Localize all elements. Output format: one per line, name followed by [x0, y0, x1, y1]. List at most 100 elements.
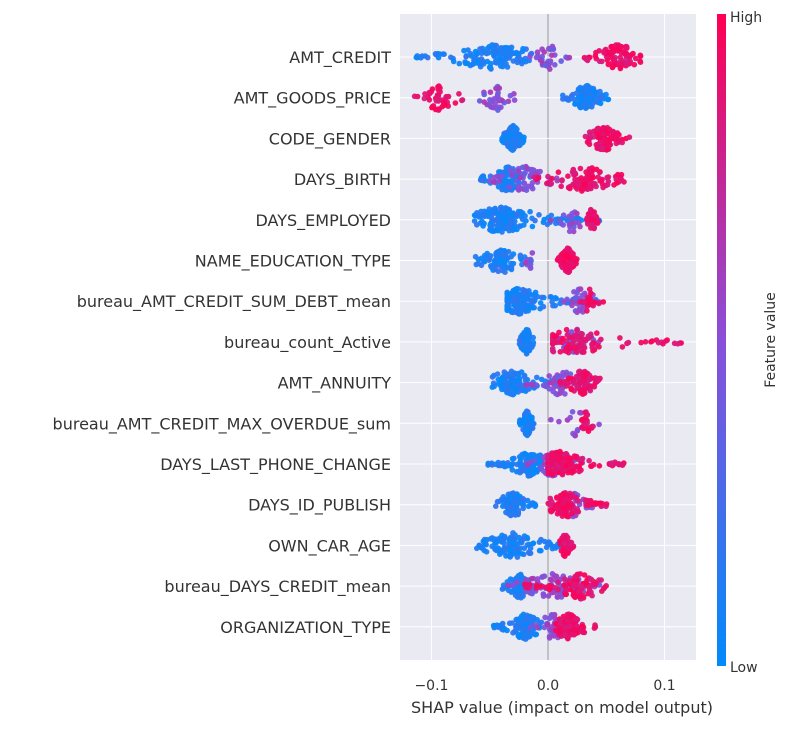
shap-point — [580, 390, 587, 397]
shap-point — [619, 461, 626, 468]
shap-point — [496, 220, 502, 226]
shap-point — [556, 418, 562, 425]
shap-point — [593, 142, 600, 148]
shap-point — [632, 55, 639, 62]
shap-point — [549, 571, 556, 577]
shap-point — [490, 179, 497, 185]
shap-point — [592, 581, 598, 588]
shap-point — [548, 217, 554, 224]
shap-point — [642, 339, 649, 345]
shap-point — [585, 301, 591, 307]
shap-point — [596, 463, 603, 469]
shap-point — [572, 295, 578, 302]
shap-point — [538, 547, 544, 554]
shap-point — [532, 501, 538, 507]
shap-point — [564, 332, 571, 338]
shap-point — [517, 572, 524, 579]
shap-point — [565, 459, 572, 465]
shap-point — [505, 248, 512, 255]
shap-point — [488, 263, 494, 269]
shap-point — [554, 374, 560, 380]
shap-point — [509, 172, 516, 178]
shap-point — [584, 82, 591, 89]
shap-point — [527, 414, 534, 420]
shap-point — [561, 540, 568, 547]
shap-point — [494, 498, 501, 505]
shap-point — [518, 585, 525, 591]
shap-point — [568, 214, 575, 220]
shap-point — [592, 53, 599, 59]
shap-point — [523, 303, 529, 310]
feature-label: AMT_CREDIT — [289, 48, 391, 68]
shap-point — [529, 180, 536, 186]
shap-point — [517, 141, 524, 147]
shap-point — [577, 286, 584, 292]
feature-labels: AMT_CREDIT AMT_GOODS_PRICE CODE_GENDER DAYS… — [53, 48, 392, 638]
shap-point — [563, 591, 569, 598]
shap-point — [484, 209, 491, 215]
shap-point — [555, 586, 561, 593]
shap-point — [562, 624, 569, 630]
shap-point — [569, 510, 575, 517]
shap-point — [663, 338, 669, 344]
shap-point — [527, 550, 534, 556]
shap-point — [543, 544, 550, 551]
shap-point — [600, 131, 606, 137]
shap-point — [501, 136, 508, 143]
shap-point — [578, 583, 585, 589]
shap-point — [578, 104, 584, 110]
shap-point — [512, 628, 518, 634]
shap-point — [553, 333, 560, 339]
shap-point — [603, 137, 609, 143]
shap-point — [491, 174, 498, 181]
shap-point — [504, 627, 510, 634]
shap-point — [517, 223, 523, 229]
shap-point — [517, 545, 524, 552]
shap-point — [421, 95, 428, 102]
shap-point — [550, 348, 557, 355]
shap-point — [505, 582, 511, 589]
shap-point — [509, 577, 516, 583]
shap-point — [527, 624, 534, 630]
shap-point — [515, 168, 522, 175]
shap-point — [586, 166, 593, 172]
shap-point — [475, 260, 482, 267]
shap-point — [528, 166, 535, 173]
shap-point — [599, 95, 605, 101]
shap-point — [527, 419, 534, 426]
shap-point — [572, 454, 578, 461]
shap-point — [573, 179, 579, 185]
feature-label: bureau_DAYS_CREDIT_mean — [164, 577, 391, 597]
shap-point — [533, 585, 540, 591]
shap-point — [563, 369, 570, 376]
shap-point — [547, 502, 554, 509]
shap-point — [507, 92, 514, 99]
shap-point — [547, 495, 553, 502]
shap-point — [480, 223, 486, 229]
shap-point — [514, 211, 520, 218]
shap-point — [618, 177, 625, 183]
shap-point — [675, 341, 681, 347]
shap-point — [559, 177, 565, 184]
shap-point — [513, 623, 519, 630]
shap-point — [609, 54, 615, 61]
shap-point — [515, 301, 521, 308]
shap-point — [560, 335, 566, 342]
shap-point — [617, 54, 623, 61]
shap-point — [582, 409, 588, 416]
shap-point — [605, 174, 612, 180]
shap-point — [511, 97, 518, 103]
shap-point — [511, 225, 517, 231]
shap-point — [574, 327, 580, 333]
shap-point — [491, 104, 498, 111]
shap-point — [586, 377, 592, 383]
shap-point — [500, 494, 507, 500]
shap-point — [435, 84, 441, 90]
shap-point — [518, 133, 524, 140]
shap-point — [529, 215, 535, 222]
shap-point — [537, 305, 543, 312]
shap-point — [497, 63, 504, 69]
shap-point — [592, 98, 599, 105]
shap-point — [540, 573, 546, 580]
